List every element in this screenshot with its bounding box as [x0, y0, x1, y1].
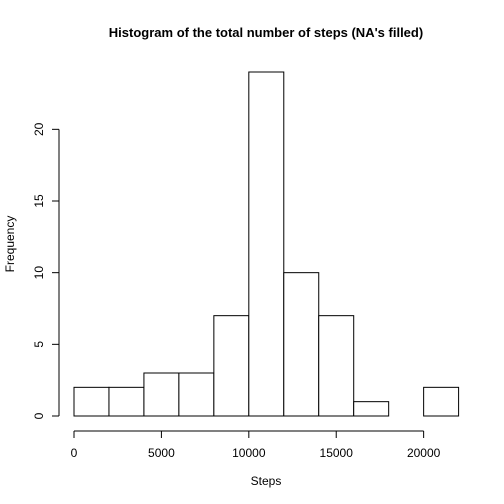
x-tick-label-1: 5000	[148, 446, 175, 460]
x-axis-label: Steps	[251, 474, 282, 488]
histogram-bar-5	[248, 71, 285, 417]
histogram-bar-1	[108, 386, 145, 417]
chart-title: Histogram of the total number of steps (…	[109, 25, 423, 40]
histogram-bar-3	[178, 372, 215, 417]
histogram-bar-6	[283, 272, 320, 417]
x-tick-label-2: 10000	[232, 446, 266, 460]
x-axis: 0 5000 10000 15000 20000	[71, 430, 441, 460]
histogram-bar-10	[423, 386, 460, 417]
histogram-bar-8	[353, 401, 390, 417]
x-tick-label-4: 20000	[407, 446, 441, 460]
x-tick-label-3: 15000	[320, 446, 354, 460]
histogram-bar-7	[318, 315, 355, 417]
y-tick-label-4: 20	[32, 122, 46, 136]
y-tick-label-0: 0	[32, 412, 46, 419]
histogram-bar-0	[73, 386, 110, 417]
y-tick-label-2: 10	[32, 266, 46, 280]
histogram-bar-4	[213, 315, 250, 417]
y-tick-label-1: 5	[32, 341, 46, 348]
bars-group	[73, 71, 460, 417]
y-axis: 0 5 10 15 20	[32, 122, 60, 419]
y-axis-label: Frequency	[3, 216, 17, 273]
histogram-bar-2	[143, 372, 180, 417]
y-tick-label-3: 15	[32, 194, 46, 208]
x-tick-label-0: 0	[71, 446, 78, 460]
